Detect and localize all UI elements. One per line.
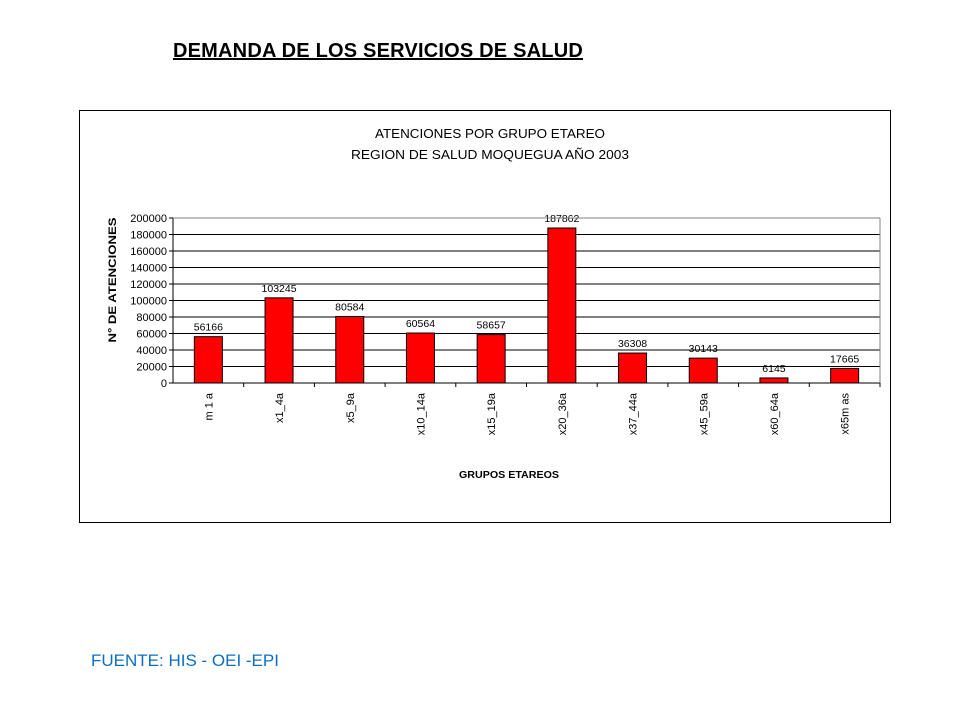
page-title: DEMANDA DE LOS SERVICIOS DE SALUD [173,40,583,62]
x-tick-label: x37_44a [628,392,640,435]
bar [759,377,789,384]
bar-chart: ATENCIONES POR GRUPO ETAREO REGION DE SA… [107,127,881,481]
x-tick-label: x60_64a [769,392,781,435]
x-tick-label: x20_36a [557,392,569,435]
bar [618,352,648,384]
y-tick-label: 20000 [136,362,167,374]
bar-value-label: 17665 [830,353,859,365]
x-tick-label: x10_14a [415,392,427,435]
bar [193,336,223,384]
bar [688,357,718,384]
y-tick-label: 200000 [130,213,167,225]
bar-value-label: 6145 [762,363,786,375]
source-note: FUENTE: HIS - OEI -EPI [91,651,279,670]
y-tick-label: 100000 [130,296,167,308]
bar [547,227,577,384]
y-tick-label: 0 [161,378,167,390]
bar [476,334,506,384]
bars [193,227,860,384]
bar-value-label: 36308 [618,338,647,350]
y-tick-label: 80000 [136,312,167,324]
y-tick-label: 140000 [130,263,167,275]
chart-title: ATENCIONES POR GRUPO ETAREO [375,127,605,141]
bar [335,316,365,384]
bar [405,332,435,384]
x-tick-label: x45_59a [698,392,710,435]
y-tick-label: 40000 [136,345,167,357]
x-tick-label: m 1 a [203,392,215,420]
x-tick-label: x15_19a [486,392,498,435]
bar-value-label: 103245 [262,283,297,295]
y-tick-label: 180000 [130,230,167,242]
bar-value-label: 60564 [406,318,435,330]
axes [172,217,881,384]
y-tick-label: 120000 [130,279,167,291]
chart-subtitle: REGION DE SALUD MOQUEGUA AÑO 2003 [351,148,629,162]
x-axis-ticks: m 1 a x1_4a x5_9a x10_14a x15_19a x20_36a x37_… [203,383,881,435]
y-axis-label: N° DE ATENCIONES [107,218,119,343]
y-tick-label: 60000 [136,329,167,341]
y-axis-ticks: 0 20000 40000 60000 80000 100000 120000 140000 1… [130,213,173,390]
x-tick-label: x65m as [840,393,852,435]
x-tick-label: x5_9a [345,392,357,423]
bar-value-label: 187862 [544,213,579,225]
bar-value-label: 56166 [194,322,223,334]
y-tick-label: 160000 [130,246,167,258]
bar-value-label: 80584 [335,302,364,314]
x-tick-label: x1_4a [274,392,286,423]
bar-value-label: 30143 [689,343,718,355]
bar [264,297,294,384]
chart-frame: ATENCIONES POR GRUPO ETAREO REGION DE SA… [79,110,891,523]
bar-value-label: 58657 [477,320,506,332]
data-labels: 56166 103245 80584 60564 58657 187862 36308 301… [194,213,860,375]
bar [830,367,860,384]
x-axis-label: GRUPOS ETAREOS [459,470,559,481]
